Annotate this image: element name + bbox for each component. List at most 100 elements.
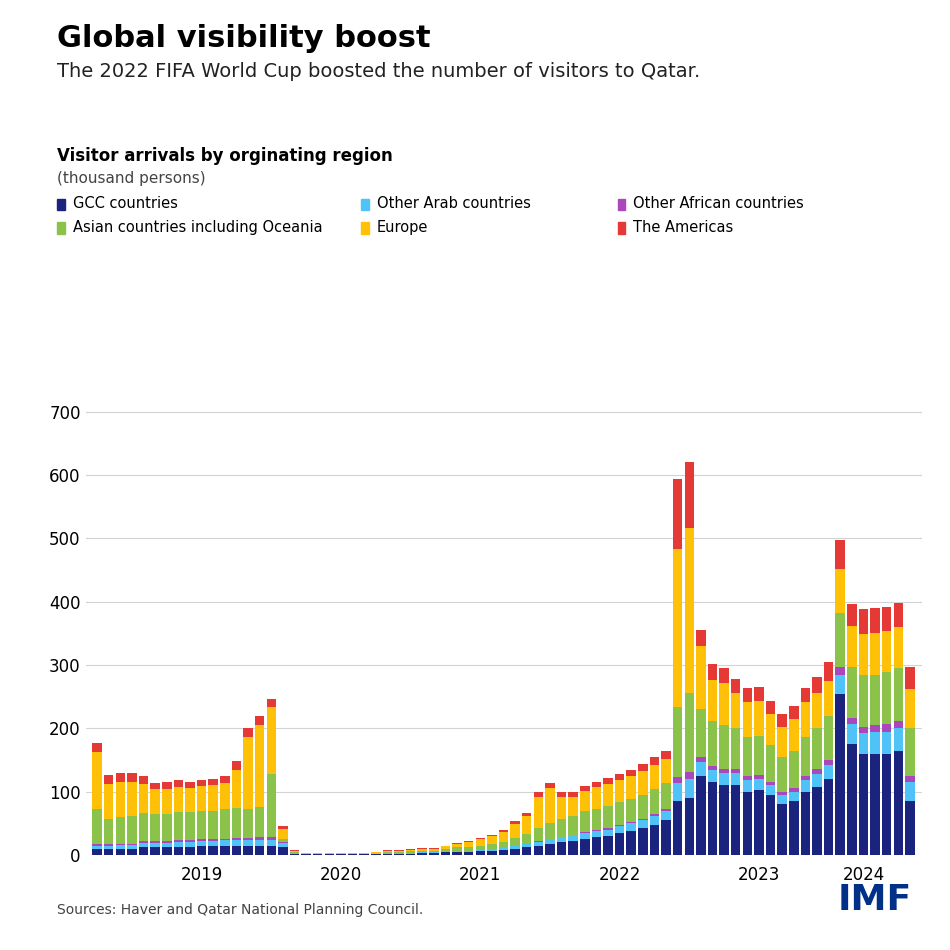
Bar	[847, 603, 857, 626]
Bar	[104, 848, 113, 855]
Bar	[719, 769, 729, 772]
Bar	[859, 733, 868, 753]
Bar	[197, 780, 206, 786]
Bar	[406, 851, 415, 853]
Bar	[127, 844, 137, 845]
Bar	[766, 795, 775, 855]
Bar	[499, 848, 508, 850]
Bar	[824, 662, 833, 681]
Bar	[545, 839, 555, 844]
Bar	[824, 760, 833, 765]
Bar	[650, 814, 659, 816]
Bar	[255, 807, 264, 837]
Bar	[870, 732, 880, 753]
Bar	[650, 825, 659, 855]
Bar	[650, 765, 659, 789]
Bar	[557, 797, 566, 819]
Bar	[278, 847, 288, 855]
Bar	[522, 845, 531, 847]
Bar	[673, 549, 682, 708]
Bar	[743, 702, 752, 737]
Bar	[603, 778, 613, 784]
Text: (thousand persons): (thousand persons)	[57, 171, 205, 186]
Bar	[522, 847, 531, 855]
Bar	[452, 847, 462, 850]
Bar	[835, 694, 845, 855]
Bar	[476, 846, 485, 850]
Bar	[104, 819, 113, 845]
Bar	[638, 795, 648, 819]
Bar	[267, 837, 276, 840]
Bar	[452, 850, 462, 852]
Bar	[220, 783, 230, 809]
Bar	[255, 716, 264, 725]
Bar	[731, 679, 740, 693]
Bar	[847, 667, 857, 717]
Bar	[174, 812, 183, 840]
Bar	[150, 783, 160, 789]
Bar	[232, 770, 241, 807]
Bar	[661, 783, 671, 809]
Bar	[104, 774, 113, 784]
Bar	[882, 732, 891, 753]
Bar	[104, 784, 113, 819]
Bar	[824, 779, 833, 855]
Bar	[139, 841, 148, 843]
Bar	[777, 795, 787, 805]
Bar	[476, 850, 485, 851]
Bar	[882, 753, 891, 855]
Bar	[394, 850, 404, 852]
Bar	[522, 813, 531, 816]
Bar	[116, 782, 125, 817]
Bar	[127, 782, 137, 816]
Bar	[185, 782, 195, 788]
Bar	[859, 634, 868, 675]
Bar	[696, 630, 706, 646]
Bar	[812, 769, 822, 774]
Bar	[731, 772, 740, 786]
Bar	[568, 791, 578, 797]
Bar	[719, 668, 729, 683]
Bar	[208, 841, 218, 846]
Bar	[615, 833, 624, 855]
Bar	[568, 835, 578, 841]
Bar	[789, 788, 799, 791]
Bar	[185, 846, 195, 855]
Bar	[417, 853, 427, 855]
Bar	[208, 839, 218, 841]
Bar	[708, 766, 717, 770]
Bar	[464, 850, 473, 852]
Bar	[162, 782, 172, 788]
Bar	[743, 780, 752, 791]
Bar	[139, 776, 148, 784]
Bar	[696, 710, 706, 757]
Text: Other Arab countries: Other Arab countries	[376, 197, 530, 211]
Bar	[882, 631, 891, 672]
Bar	[847, 744, 857, 855]
Bar	[754, 701, 764, 736]
Bar	[127, 848, 137, 855]
Bar	[870, 608, 880, 634]
Bar	[220, 809, 230, 839]
Bar	[499, 830, 508, 832]
Bar	[545, 788, 555, 823]
Bar	[685, 772, 694, 779]
Bar	[905, 801, 915, 855]
Bar	[870, 753, 880, 855]
Bar	[476, 839, 485, 846]
Bar	[685, 798, 694, 855]
Bar	[835, 569, 845, 613]
Bar	[882, 607, 891, 631]
Bar	[383, 854, 392, 855]
Bar	[162, 814, 172, 841]
Bar	[626, 824, 636, 831]
Bar	[464, 841, 473, 843]
Bar	[174, 842, 183, 846]
Bar	[441, 846, 450, 848]
Bar	[719, 786, 729, 855]
Bar	[801, 736, 810, 776]
Bar	[603, 784, 613, 807]
Bar	[615, 803, 624, 825]
Bar	[766, 713, 775, 746]
Bar	[185, 788, 195, 812]
